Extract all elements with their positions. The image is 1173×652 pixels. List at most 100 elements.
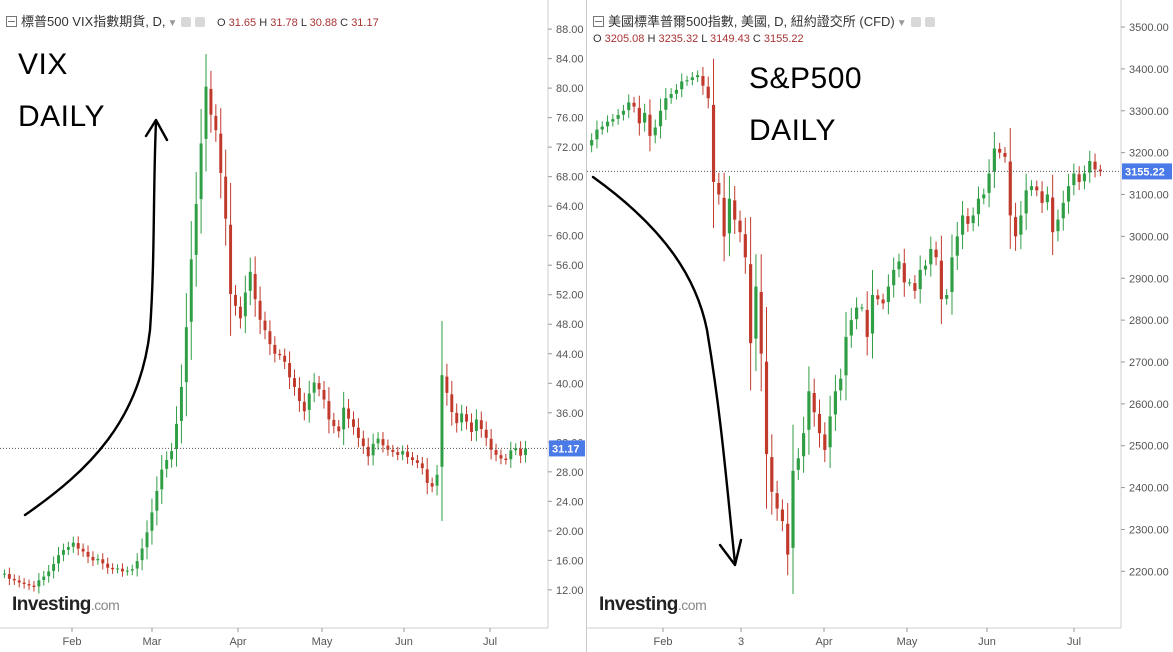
candle-body — [1019, 215, 1023, 235]
candle — [770, 434, 774, 515]
candle — [637, 95, 641, 136]
candle — [52, 556, 56, 579]
candle-body — [273, 344, 277, 354]
candle — [37, 573, 41, 594]
candle-body — [960, 215, 965, 235]
candle — [902, 248, 906, 297]
vix-chart-title: 標普500 VIX指數期貨, D, — [21, 14, 166, 29]
candle-body — [865, 309, 869, 337]
x-tick-label: Mar — [143, 636, 162, 648]
candle — [595, 120, 599, 149]
spx-chart-panel: 美國標準普爾500指數, 美國, D, 紐約證交所 (CFD) ▼ O 3205.… — [586, 0, 1173, 652]
candle — [366, 437, 370, 466]
candle-body — [263, 320, 267, 331]
candle — [120, 563, 124, 577]
candle-body — [849, 320, 853, 336]
candle-body — [22, 582, 26, 584]
candle-body — [120, 568, 124, 572]
candle — [347, 399, 351, 429]
candle-body — [907, 282, 912, 284]
candle — [140, 538, 144, 571]
candle — [71, 536, 75, 553]
candle — [204, 54, 208, 172]
candle — [519, 441, 523, 464]
candle-body — [680, 81, 684, 90]
candle — [396, 446, 400, 461]
candle-body — [111, 567, 115, 570]
candle-body — [155, 491, 159, 511]
candle — [406, 444, 410, 464]
candle-body — [406, 451, 410, 458]
candle — [754, 254, 758, 372]
y-tick-label: 36.00 — [556, 408, 584, 420]
gear-icon[interactable] — [195, 17, 206, 27]
candle — [1072, 163, 1076, 196]
spx-down-arrow — [591, 175, 737, 565]
candle-body — [701, 76, 705, 86]
candle — [600, 121, 604, 135]
candle — [494, 443, 498, 462]
candle — [611, 114, 615, 127]
candle-body — [465, 414, 469, 422]
candle — [923, 259, 928, 276]
candle-body — [283, 355, 287, 362]
candle-body — [391, 449, 395, 452]
candle — [1008, 128, 1012, 249]
candle-body — [474, 419, 478, 431]
candle-body — [722, 197, 726, 237]
candle — [907, 278, 912, 287]
candle — [1013, 202, 1018, 251]
last-price-badge — [549, 440, 585, 457]
candle — [234, 285, 237, 316]
candle — [96, 554, 100, 565]
candle-body — [420, 463, 424, 469]
candle-body — [982, 194, 986, 199]
candle-body — [674, 89, 679, 94]
candle-body — [653, 127, 657, 136]
candle — [293, 369, 296, 396]
candle — [248, 257, 252, 306]
candle — [253, 256, 257, 317]
candle-body — [194, 203, 198, 255]
candle — [455, 403, 459, 433]
candle — [717, 172, 721, 205]
candle — [1093, 153, 1097, 178]
vix-annotation-line2: DAILY — [18, 100, 105, 133]
candle-body — [106, 563, 110, 568]
candle-body — [796, 458, 800, 470]
candle — [1066, 173, 1071, 214]
candle-body — [828, 416, 832, 448]
candle-body — [770, 457, 774, 492]
vix-ohlc: O 31.65 H 31.78 L 30.88 C 31.17 — [217, 17, 379, 29]
candle — [440, 320, 444, 522]
candle-body — [1029, 186, 1034, 190]
candle — [1035, 180, 1039, 197]
chevron-down-icon[interactable]: ▼ — [167, 18, 178, 29]
collapse-icon[interactable] — [593, 16, 604, 27]
candle — [966, 208, 970, 232]
eye-icon[interactable] — [181, 17, 192, 27]
candle-body — [484, 429, 488, 438]
candle — [135, 553, 139, 577]
candle — [352, 411, 355, 435]
candle — [155, 476, 159, 526]
candle-body — [870, 294, 875, 334]
gear-icon[interactable] — [924, 17, 935, 27]
candle-body — [7, 574, 11, 579]
y-tick-label: 72.00 — [556, 142, 584, 154]
candle-body — [302, 401, 306, 412]
candle — [111, 563, 115, 574]
candle — [465, 406, 469, 430]
candle — [844, 311, 848, 401]
chevron-down-icon[interactable]: ▼ — [896, 18, 907, 29]
candle — [194, 172, 198, 287]
candle — [288, 351, 292, 390]
candle-body — [802, 433, 806, 457]
eye-icon[interactable] — [910, 17, 921, 27]
collapse-icon[interactable] — [6, 16, 17, 27]
candle-body — [150, 512, 154, 531]
candle-body — [590, 140, 594, 146]
candle — [199, 108, 203, 234]
investing-logo: Investing.com — [12, 594, 120, 615]
candle-body — [605, 121, 610, 127]
